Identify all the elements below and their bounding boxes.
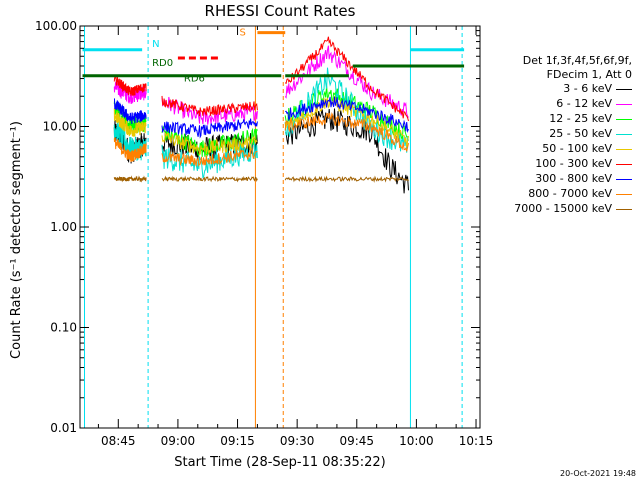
x-axis-label: Start Time (28-Sep-11 08:35:22) xyxy=(174,455,385,470)
series-6-12-kev-segment-b xyxy=(161,96,258,125)
legend-swatch xyxy=(616,209,632,210)
annotation-rd0: RD0 xyxy=(152,58,173,69)
data-series xyxy=(113,36,409,194)
legend-entry-label: 300 - 800 keV xyxy=(535,172,612,185)
series-800-7000-kev-segment-a xyxy=(113,137,147,163)
y-tick-label: 1.00 xyxy=(50,220,77,234)
x-tick-label: 08:45 xyxy=(101,434,136,448)
legend-entry-label: 6 - 12 keV xyxy=(556,97,612,110)
series-300-800-kev-segment-b xyxy=(161,118,258,139)
series-300-800-kev-segment-c xyxy=(285,96,409,133)
flag-bars: N RD0 RD6 S xyxy=(82,28,465,85)
legend-swatch xyxy=(616,89,632,90)
y-axis-label: Count Rate (s⁻¹ detector segment⁻¹) xyxy=(9,121,24,359)
series-300-800-kev-segment-a xyxy=(114,98,147,125)
legend-header-line: Det 1f,3f,4f,5f,6f,9f, xyxy=(522,54,632,67)
axes: 0.01 0.10 1.00 10.00 100.00 08:45 09:00 09:15 09… xyxy=(35,19,493,448)
legend-swatch xyxy=(616,104,632,105)
series-100-300-kev-segment-b xyxy=(161,95,258,117)
y-tick-label: 10.00 xyxy=(43,120,77,134)
legend-swatch xyxy=(616,179,632,180)
chart-title: RHESSI Count Rates xyxy=(205,2,356,20)
legend-entry-label: 12 - 25 keV xyxy=(549,112,612,125)
series-50-100-kev-segment-a xyxy=(113,108,147,137)
annotation-rd6: RD6 xyxy=(184,74,205,85)
legend-entry-label: 100 - 300 keV xyxy=(535,157,612,170)
annotation-n: N xyxy=(152,39,159,50)
legend-swatch xyxy=(616,149,632,150)
legend-entry-label: 7000 - 15000 keV xyxy=(514,202,612,215)
series-7000-15000-kev-segment-c xyxy=(284,175,409,183)
legend-swatch xyxy=(616,119,632,120)
x-tick-label: 10:15 xyxy=(459,434,494,448)
series-800-7000-kev-segment-c xyxy=(284,111,409,152)
annotation-s: S xyxy=(240,28,246,39)
legend-swatch xyxy=(616,194,632,195)
series-7000-15000-kev-segment-b xyxy=(161,175,258,183)
legend-entry-label: 25 - 50 keV xyxy=(549,127,612,140)
legend-entry-label: 3 - 6 keV xyxy=(563,82,612,95)
legend-header-line: FDecim 1, Att 0 xyxy=(546,68,632,81)
legend-entry-label: 50 - 100 keV xyxy=(542,142,612,155)
x-tick-label: 09:45 xyxy=(339,434,374,448)
series-100-300-kev-segment-a xyxy=(113,74,147,96)
y-tick-label: 0.01 xyxy=(50,421,77,435)
y-tick-label: 0.10 xyxy=(50,321,77,335)
footer-timestamp: 20-Oct-2021 19:48 xyxy=(560,469,636,478)
legend-swatch xyxy=(616,164,632,165)
legend-swatch xyxy=(616,134,632,135)
x-tick-label: 09:30 xyxy=(280,434,315,448)
legend-entry-label: 800 - 7000 keV xyxy=(528,187,612,200)
series-100-300-kev-segment-c xyxy=(284,36,409,122)
series-50-100-kev-segment-b xyxy=(161,132,258,156)
x-tick-label: 10:00 xyxy=(399,434,434,448)
series-7000-15000-kev-segment-a xyxy=(113,175,147,183)
x-tick-label: 09:00 xyxy=(161,434,196,448)
x-tick-label: 09:15 xyxy=(220,434,255,448)
y-tick-label: 100.00 xyxy=(35,19,77,33)
series-800-7000-kev-segment-b xyxy=(161,146,258,168)
